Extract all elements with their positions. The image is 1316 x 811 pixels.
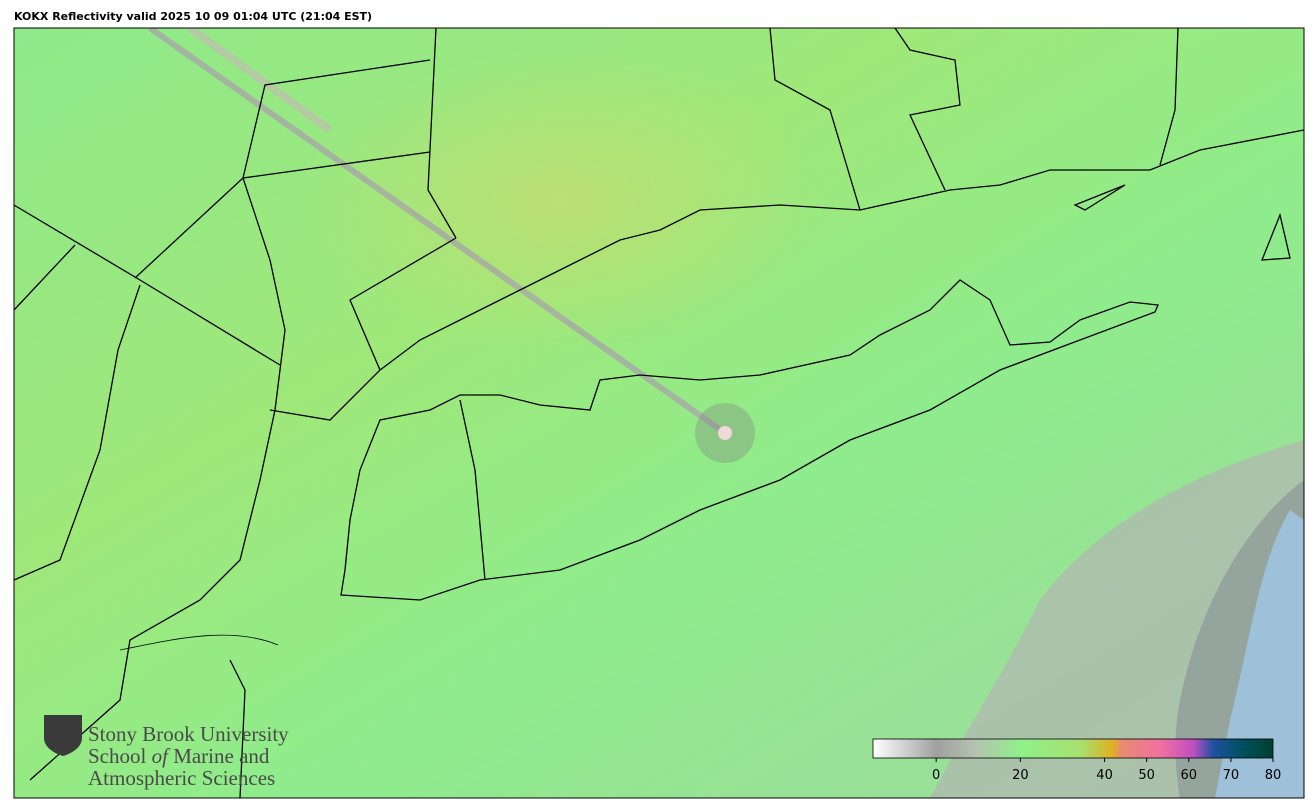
tick-label: 70 [1223,768,1240,783]
title: KOKX Reflectivity valid 2025 10 09 01:04… [14,10,372,23]
tick-label: 80 [1265,768,1282,783]
tick-label: 50 [1138,768,1155,783]
logo-line: School of Marine and [88,744,270,768]
tick-label: 0 [932,768,940,783]
logo-word: of [152,744,172,768]
tick-label: 20 [1012,768,1029,783]
colorbar: 0 20 40 50 60 70 80 [872,738,1282,783]
logo-word: School [88,744,147,768]
map-frame [13,27,1305,799]
logo-line: Atmospheric Sciences [88,766,275,790]
tick-label: 40 [1096,768,1113,783]
logo-line: Stony Brook University [88,722,289,746]
map [14,28,1304,798]
logo-word: Marine and [173,744,270,768]
tick-label: 60 [1181,768,1198,783]
logo: Stony Brook University School of Marine … [44,715,289,790]
